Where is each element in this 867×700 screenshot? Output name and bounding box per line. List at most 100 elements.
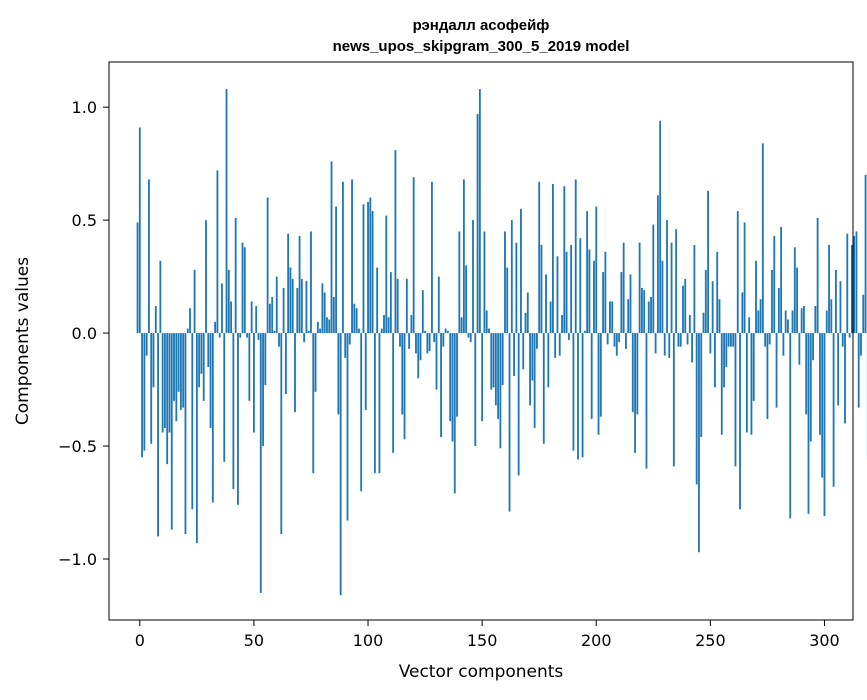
bar xyxy=(830,299,832,333)
bar xyxy=(410,315,412,333)
bar xyxy=(276,277,278,333)
bar xyxy=(153,333,155,387)
bar xyxy=(331,161,333,333)
bar xyxy=(486,311,488,334)
bar xyxy=(700,333,702,437)
bar xyxy=(515,243,517,333)
bar xyxy=(536,333,538,349)
bar xyxy=(559,333,561,356)
bar xyxy=(844,333,846,423)
bar xyxy=(732,333,734,347)
bar xyxy=(527,292,529,333)
bar xyxy=(687,333,689,344)
bar xyxy=(340,333,342,595)
bar xyxy=(744,222,746,333)
bar xyxy=(840,281,842,333)
bar xyxy=(258,333,260,340)
bar xyxy=(262,333,264,446)
bar xyxy=(246,333,248,338)
bar xyxy=(541,245,543,333)
bar xyxy=(789,333,791,518)
bar xyxy=(616,333,618,356)
bar xyxy=(269,304,271,333)
bar xyxy=(150,333,152,444)
bar xyxy=(317,322,319,333)
bar xyxy=(242,243,244,333)
bar xyxy=(226,89,228,333)
bar xyxy=(456,333,458,417)
bar xyxy=(723,333,725,387)
bar xyxy=(794,247,796,333)
bar xyxy=(251,301,253,333)
bar xyxy=(180,333,182,410)
bar xyxy=(858,333,860,408)
y-axis-label: Components values xyxy=(13,257,33,425)
bar xyxy=(148,179,150,333)
bar xyxy=(636,333,638,414)
bar xyxy=(712,281,714,333)
bar xyxy=(244,247,246,333)
bar xyxy=(157,333,159,536)
bar xyxy=(748,317,750,333)
bar xyxy=(666,220,668,333)
bar xyxy=(349,333,351,344)
bar xyxy=(212,333,214,502)
bar xyxy=(303,333,305,342)
bar xyxy=(588,250,590,334)
bar xyxy=(465,265,467,333)
bar xyxy=(837,333,839,405)
bar xyxy=(853,236,855,333)
x-tick-label: 0 xyxy=(135,631,145,650)
bar xyxy=(659,121,661,333)
bar xyxy=(506,268,508,334)
bar xyxy=(260,333,262,593)
bar xyxy=(301,279,303,333)
bar xyxy=(769,333,771,344)
bar xyxy=(563,186,565,333)
x-tick-label: 50 xyxy=(244,631,264,650)
bar xyxy=(315,333,317,392)
bar xyxy=(207,333,209,367)
bar xyxy=(367,202,369,333)
bar xyxy=(545,274,547,333)
bar xyxy=(283,288,285,333)
bar xyxy=(408,333,410,349)
bar xyxy=(737,211,739,333)
bar xyxy=(463,179,465,333)
bar xyxy=(639,243,641,333)
y-tick-label: −1.0 xyxy=(58,550,97,569)
bar xyxy=(693,245,695,333)
bar xyxy=(139,128,141,334)
bar xyxy=(579,238,581,333)
bar xyxy=(821,333,823,478)
bar xyxy=(321,283,323,333)
bar xyxy=(835,270,837,333)
bar xyxy=(826,311,828,334)
bar xyxy=(185,333,187,534)
bar xyxy=(397,279,399,333)
bar xyxy=(406,279,408,333)
bar xyxy=(390,272,392,333)
bar xyxy=(415,333,417,353)
bar xyxy=(543,333,545,444)
bar xyxy=(561,315,563,333)
bar xyxy=(196,333,198,543)
bar xyxy=(538,182,540,333)
bar xyxy=(609,301,611,333)
bar xyxy=(598,333,600,435)
chart-title-line-2: news_upos_skipgram_300_5_2019 model xyxy=(333,38,630,55)
bar xyxy=(287,234,289,333)
bar xyxy=(191,333,193,509)
bar xyxy=(385,216,387,333)
bar xyxy=(468,333,470,338)
bar xyxy=(801,308,803,333)
bar xyxy=(520,209,522,333)
bar xyxy=(379,333,381,473)
bar xyxy=(433,333,435,342)
bar xyxy=(490,333,492,389)
bar xyxy=(484,231,486,333)
bar xyxy=(205,220,207,333)
bar xyxy=(568,333,570,340)
bar xyxy=(445,329,447,334)
